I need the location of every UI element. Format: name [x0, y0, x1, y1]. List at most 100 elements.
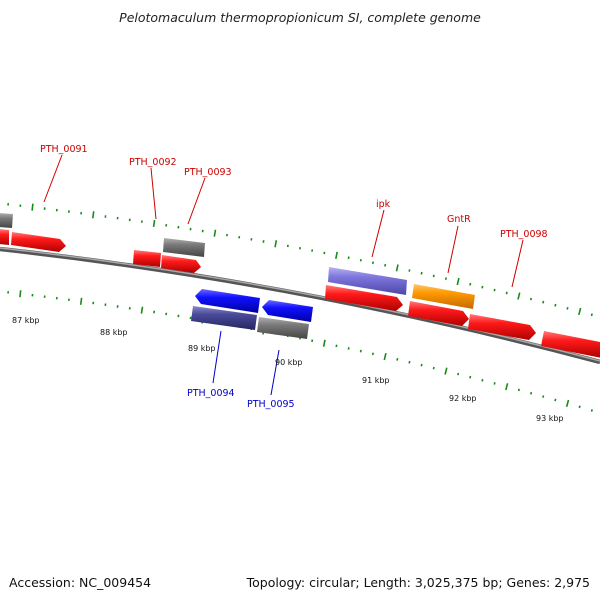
tick-top-18	[213, 229, 217, 237]
tick-bottom-42	[505, 383, 509, 391]
tick-bottom-7	[79, 297, 83, 305]
tick-top-33	[395, 264, 399, 272]
gene-pth-0090[interactable]	[0, 213, 13, 228]
tick-bottom-31	[371, 352, 374, 356]
callout-line-gntr	[447, 225, 459, 274]
gene-pth-0098[interactable]	[468, 314, 536, 340]
tick-top-49	[590, 313, 593, 317]
kbp-label-90: 90 kbp	[275, 358, 303, 367]
tick-bottom-40	[481, 378, 484, 382]
kbp-label-93: 93 kbp	[536, 414, 564, 423]
tick-bottom-27	[322, 339, 326, 347]
tick-top-43	[517, 292, 521, 300]
callout-line-pth-0098	[511, 239, 524, 288]
gene-pth-0091[interactable]	[11, 232, 66, 252]
tick-bottom-32	[383, 353, 387, 361]
callout-line-pth-0091	[43, 154, 63, 203]
gene-label-ipk[interactable]: ipk	[376, 199, 391, 210]
callout-line-pth-0092	[150, 167, 157, 220]
tick-bottom-26	[311, 339, 314, 343]
kbp-label-92: 92 kbp	[449, 394, 477, 403]
tick-top-38	[456, 277, 460, 286]
tick-bottom-29	[347, 347, 350, 350]
gene-pth-0094-feature[interactable]	[191, 306, 257, 330]
tick-top-34	[408, 269, 411, 272]
genome-backbone-highlight	[0, 247, 600, 362]
tick-marks-top	[7, 203, 593, 317]
tick-top-36	[432, 274, 435, 278]
tick-bottom-49	[590, 409, 593, 412]
tick-bottom-43	[517, 388, 520, 392]
kbp-label-91: 91 kbp	[362, 376, 390, 385]
tick-top-44	[529, 297, 533, 301]
tick-bottom-28	[335, 344, 338, 348]
tick-top-46	[554, 303, 557, 307]
gene-pth-0095[interactable]	[262, 300, 313, 322]
tick-top-48	[578, 307, 582, 316]
tick-top-45	[542, 300, 545, 304]
tick-bottom-30	[359, 349, 362, 353]
tick-bottom-37	[444, 367, 448, 375]
tick-top-3	[31, 203, 34, 211]
accession-text: Accession: NC_009454	[9, 575, 152, 590]
tick-top-37	[444, 277, 447, 280]
gene-ipk[interactable]	[325, 285, 403, 311]
callout-line-pth-0093	[187, 177, 206, 225]
callout-line-pth-0095	[270, 349, 280, 396]
tick-bottom-12	[140, 306, 144, 314]
tick-top-39	[469, 282, 472, 286]
tick-top-31	[371, 261, 374, 265]
tick-bottom-38	[457, 372, 460, 376]
gene-label-pth-0098[interactable]: PTH_0098	[500, 229, 548, 240]
tick-top-26	[311, 249, 314, 252]
callout-line-ipk	[371, 209, 385, 258]
gene-label-pth-0092[interactable]: PTH_0092	[129, 157, 177, 168]
tick-top-28	[335, 251, 338, 259]
genome-summary-text: Topology: circular; Length: 3,025,375 bp…	[246, 575, 590, 590]
tick-top-47	[566, 306, 569, 310]
gene-pth-0094[interactable]	[195, 289, 260, 313]
tick-top-40	[481, 285, 484, 289]
tick-bottom-48	[578, 405, 581, 409]
gene-pth-0095-feature[interactable]	[257, 317, 309, 339]
gene-label-pth-0094[interactable]: PTH_0094	[187, 388, 235, 399]
gene-label-pth-0093[interactable]: PTH_0093	[184, 167, 232, 178]
gene-label-pth-0091[interactable]: PTH_0091	[40, 144, 88, 155]
tick-bottom-35	[420, 363, 423, 367]
gene-ipk-feature[interactable]	[328, 267, 407, 295]
tick-top-8	[92, 211, 95, 219]
gene-label-pth-0095[interactable]: PTH_0095	[247, 399, 295, 410]
tick-bottom-39	[469, 375, 472, 379]
tick-bottom-46	[554, 398, 557, 402]
map-title: Pelotomaculum thermopropionicum SI, comp…	[119, 10, 481, 25]
tick-top-24	[286, 244, 289, 248]
tick-bottom-45	[542, 395, 545, 398]
gene-pth-0099[interactable]	[541, 331, 600, 358]
tick-top-27	[323, 251, 326, 255]
tick-top-41	[493, 288, 496, 292]
tick-top-23	[274, 240, 278, 248]
gene-pth-0092[interactable]	[133, 250, 161, 267]
tick-bottom-41	[493, 382, 496, 385]
gene-gntr-feature[interactable]	[412, 284, 475, 309]
gene-pth-0093[interactable]	[161, 255, 201, 273]
tick-bottom-2	[19, 290, 22, 298]
kbp-label-88: 88 kbp	[100, 328, 128, 337]
tick-top-35	[420, 271, 423, 275]
tick-top-29	[347, 256, 350, 260]
gene-label-gntr[interactable]: GntR	[447, 214, 471, 225]
tick-bottom-44	[529, 391, 533, 395]
gene-pth-0091-feature[interactable]	[0, 229, 9, 245]
tick-bottom-36	[432, 366, 435, 370]
tick-bottom-33	[396, 358, 399, 361]
kbp-label-89: 89 kbp	[188, 344, 216, 353]
gene-gntr[interactable]	[408, 301, 469, 326]
tick-top-13	[152, 219, 156, 228]
gene-pth-0093-feature[interactable]	[163, 238, 205, 257]
tick-bottom-47	[565, 399, 570, 408]
kbp-label-87: 87 kbp	[12, 316, 40, 325]
tick-top-32	[384, 263, 387, 267]
tick-bottom-34	[408, 360, 411, 364]
